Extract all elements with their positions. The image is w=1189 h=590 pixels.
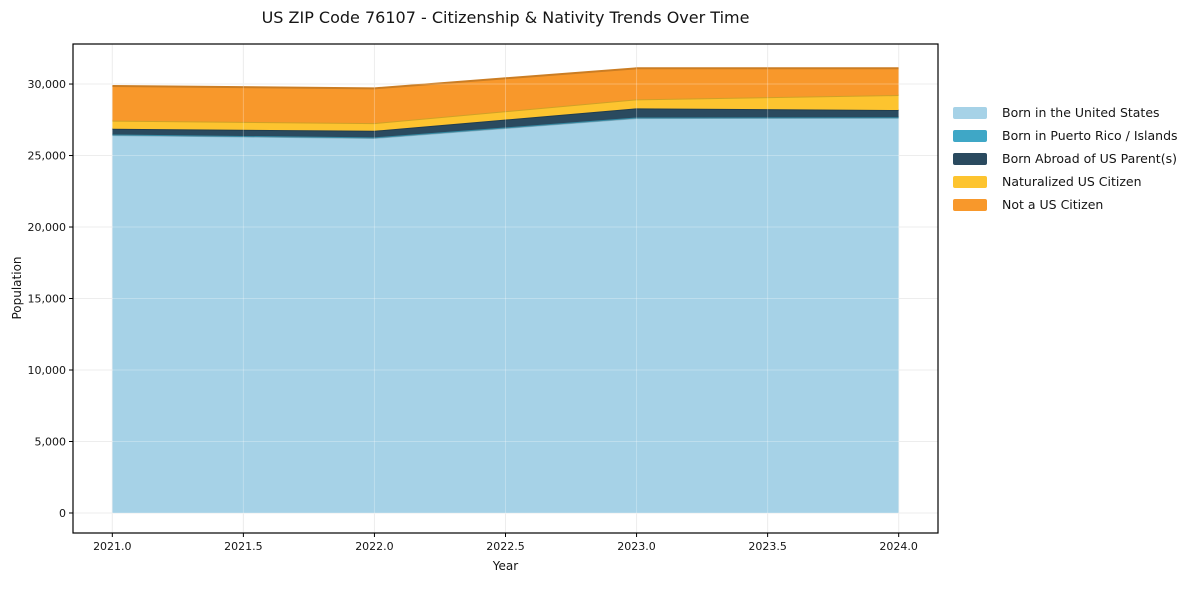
x-tick-label: 2022.5 xyxy=(486,540,525,553)
legend-label: Born in Puerto Rico / Islands xyxy=(1002,128,1178,143)
legend-swatch xyxy=(953,152,987,165)
x-tick-label: 2023.0 xyxy=(617,540,656,553)
area-series-4 xyxy=(112,68,899,124)
area-series-0 xyxy=(112,117,899,513)
legend-swatch xyxy=(953,106,987,119)
y-tick-label: 20,000 xyxy=(28,221,67,234)
area-edge-4 xyxy=(112,67,899,90)
y-axis-label: Population xyxy=(10,256,24,320)
x-tick-label: 2023.5 xyxy=(748,540,787,553)
x-tick-label: 2021.0 xyxy=(93,540,132,553)
legend-item: Born Abroad of US Parent(s) xyxy=(953,147,1178,170)
legend-swatch xyxy=(953,198,987,211)
legend-swatch xyxy=(953,175,987,188)
y-tick-label: 15,000 xyxy=(28,293,67,306)
x-tick-label: 2022.0 xyxy=(355,540,394,553)
area-series-2 xyxy=(112,108,899,138)
y-tick-label: 0 xyxy=(59,507,66,520)
legend-item: Naturalized US Citizen xyxy=(953,170,1178,193)
legend: Born in the United States Born in Puerto … xyxy=(953,101,1178,216)
chart-title: US ZIP Code 76107 - Citizenship & Nativi… xyxy=(261,8,750,27)
legend-item: Born in the United States xyxy=(953,101,1178,124)
legend-label: Born Abroad of US Parent(s) xyxy=(1002,151,1177,166)
area-series-3 xyxy=(112,95,899,131)
legend-item: Born in Puerto Rico / Islands xyxy=(953,124,1178,147)
x-axis-label: Year xyxy=(492,559,519,573)
y-tick-label: 5,000 xyxy=(35,435,67,448)
x-tick-label: 2021.5 xyxy=(224,540,263,553)
legend-label: Naturalized US Citizen xyxy=(1002,174,1142,189)
x-tick-label: 2024.0 xyxy=(879,540,918,553)
legend-label: Born in the United States xyxy=(1002,105,1160,120)
legend-swatch xyxy=(953,129,987,142)
legend-item: Not a US Citizen xyxy=(953,193,1178,216)
y-tick-label: 30,000 xyxy=(28,78,67,91)
legend-label: Not a US Citizen xyxy=(1002,197,1104,212)
y-tick-label: 25,000 xyxy=(28,150,67,163)
y-tick-label: 10,000 xyxy=(28,364,67,377)
